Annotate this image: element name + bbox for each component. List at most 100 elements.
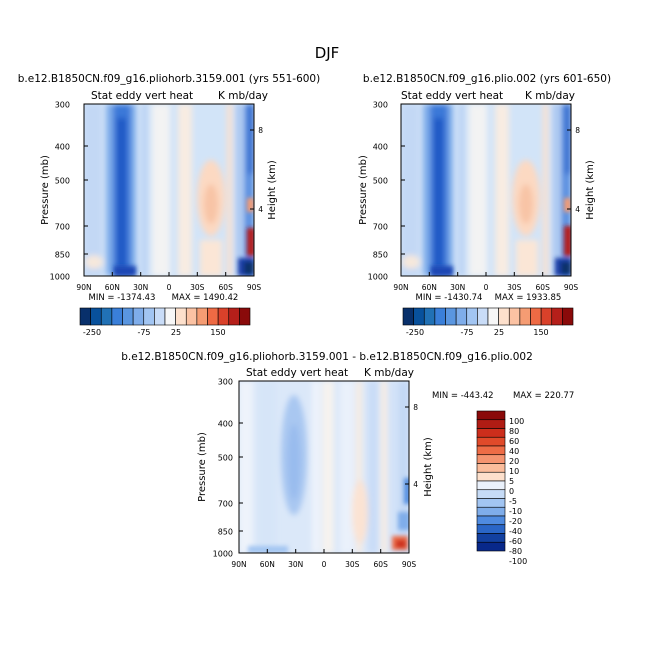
p1-ytick-400: 400	[55, 143, 70, 152]
p2-rtick-4: 4	[575, 205, 580, 214]
p3-ytick-700: 700	[218, 500, 233, 509]
p2-xtick-30N: 30N	[450, 283, 465, 292]
p2-xtick-60S: 60S	[536, 283, 551, 292]
panel-3-ylabel-right: Height (km)	[423, 437, 434, 497]
p3-ytick-1000: 1000	[213, 550, 233, 559]
p2-ytick-500: 500	[373, 177, 388, 186]
cbar3-label-neg5: -5	[509, 497, 517, 506]
panel-3-ylabel: Pressure (mb)	[197, 432, 208, 502]
cbar2-box-3	[434, 307, 446, 326]
cbar1-box-3	[111, 307, 123, 326]
cbar2-label-neg75: -75	[460, 328, 473, 337]
panel-2-max: MAX = 1933.85	[495, 293, 562, 303]
panel-1-right-string: K mb/day	[218, 90, 268, 102]
p1-ytick-300: 300	[55, 101, 70, 110]
cbar3-box-10	[476, 498, 506, 508]
p2-xtick-90S: 90S	[564, 283, 579, 292]
cbar1-box-8	[164, 307, 176, 326]
cbar2-box-12	[530, 307, 542, 326]
p1-ytick-500: 500	[55, 177, 70, 186]
p3-ytick-500: 500	[218, 454, 233, 463]
cbar1-box-9	[175, 307, 187, 326]
page-title: DJF	[315, 44, 340, 62]
cbar2-box-6	[466, 307, 478, 326]
p1-rtick-4: 4	[258, 205, 263, 214]
p3-xtick-0: 0	[322, 560, 327, 569]
cbar2-box-10	[508, 307, 521, 326]
panel-1-field	[84, 104, 254, 276]
cbar3-label-neg60: -60	[509, 537, 522, 546]
panel-2-x-axis: 90N 60N 30N 0 30S 60S 90S	[393, 272, 578, 292]
panel-1-max: MAX = 1490.42	[172, 293, 239, 303]
cbar3-box-4	[476, 445, 506, 456]
cbar3-label-80: 80	[509, 427, 519, 436]
cbar1-box-7	[154, 307, 166, 326]
cbar2-box-8	[487, 307, 499, 326]
p1-xtick-0: 0	[167, 283, 172, 292]
cbar3-label-60: 60	[509, 437, 519, 446]
panel-2-left-string: Stat eddy vert heat	[401, 90, 503, 102]
cbar3-box-11	[476, 506, 506, 517]
cbar1-box-13	[217, 307, 230, 326]
cbar3-label-20: 20	[509, 457, 519, 466]
panel-1-x-axis: 90N 60N 30N 0 30S 60S 90S	[76, 272, 261, 292]
p1-xtick-90N: 90N	[76, 283, 91, 292]
cbar1-box-14	[228, 307, 240, 326]
p1-rtick-8: 8	[258, 126, 263, 135]
colorbar-2	[402, 307, 574, 326]
panel-1-ylabel: Pressure (mb)	[40, 155, 51, 225]
panel-2: b.e12.B1850CN.f09_g16.plio.002 (yrs 601-…	[358, 73, 611, 337]
p3-xtick-60N: 60N	[260, 560, 275, 569]
cbar3-box-5	[476, 454, 506, 464]
p3-ytick-850: 850	[218, 528, 233, 537]
panel-3-max: MAX = 220.77	[513, 391, 574, 401]
cbar1-box-5	[132, 307, 145, 326]
panel-1-y-axis: 300 400 500 700 850 1000 Pressure (mb)	[40, 101, 88, 282]
cbar2-box-15	[562, 307, 574, 326]
cbar3-box-15	[476, 541, 506, 552]
p2-ytick-400: 400	[373, 143, 388, 152]
cbar3-box-8	[476, 480, 506, 491]
cbar3-label-neg20: -20	[509, 517, 522, 526]
panel-3-left-string: Stat eddy vert heat	[246, 367, 348, 379]
cbar1-label-150: 150	[210, 328, 225, 337]
colorbar-1	[79, 307, 251, 326]
panel-1-ylabel-right: Height (km)	[267, 160, 278, 220]
cbar2-box-4	[445, 307, 457, 326]
cbar1-label-neg75: -75	[137, 328, 150, 337]
cbar1-box-1	[90, 307, 102, 326]
cbar3-label-40: 40	[509, 447, 519, 456]
panel-3-right-axis: 8 4 Height (km)	[405, 403, 434, 497]
p2-ytick-300: 300	[373, 101, 388, 110]
p1-ytick-850: 850	[55, 251, 70, 260]
p2-ytick-700: 700	[373, 223, 388, 232]
cbar3-box-0	[476, 410, 506, 421]
p2-ytick-850: 850	[373, 251, 388, 260]
p3-ytick-300: 300	[218, 378, 233, 387]
p2-xtick-0: 0	[484, 283, 489, 292]
panel-2-right-axis: 8 4 Height (km)	[567, 126, 596, 220]
cbar1-box-6	[143, 307, 155, 326]
p2-xtick-60N: 60N	[422, 283, 437, 292]
cbar1-label-neg250: -250	[83, 328, 101, 337]
cbar3-box-1	[476, 419, 506, 429]
p1-xtick-60S: 60S	[219, 283, 234, 292]
p3-ytick-400: 400	[218, 420, 233, 429]
p1-ytick-700: 700	[55, 223, 70, 232]
p1-ytick-1000: 1000	[50, 273, 70, 282]
panel-3-title: b.e12.B1850CN.f09_g16.pliohorb.3159.001 …	[121, 351, 533, 363]
p3-xtick-90S: 90S	[402, 560, 417, 569]
p1-xtick-60N: 60N	[105, 283, 120, 292]
panel-2-right-string: K mb/day	[525, 90, 575, 102]
cbar2-box-1	[413, 307, 425, 326]
cbar3-label-neg80: -80	[509, 547, 522, 556]
cbar3-box-2	[476, 428, 506, 438]
cbar1-label-25: 25	[171, 328, 181, 337]
cbar1-box-0	[79, 307, 91, 326]
panel-1-right-axis: 8 4 Height (km)	[250, 126, 278, 220]
cbar2-box-5	[455, 307, 468, 326]
cbar1-box-15	[239, 307, 251, 326]
panel-2-field	[401, 104, 571, 276]
p2-xtick-90N: 90N	[393, 283, 408, 292]
cbar1-box-10	[185, 307, 198, 326]
